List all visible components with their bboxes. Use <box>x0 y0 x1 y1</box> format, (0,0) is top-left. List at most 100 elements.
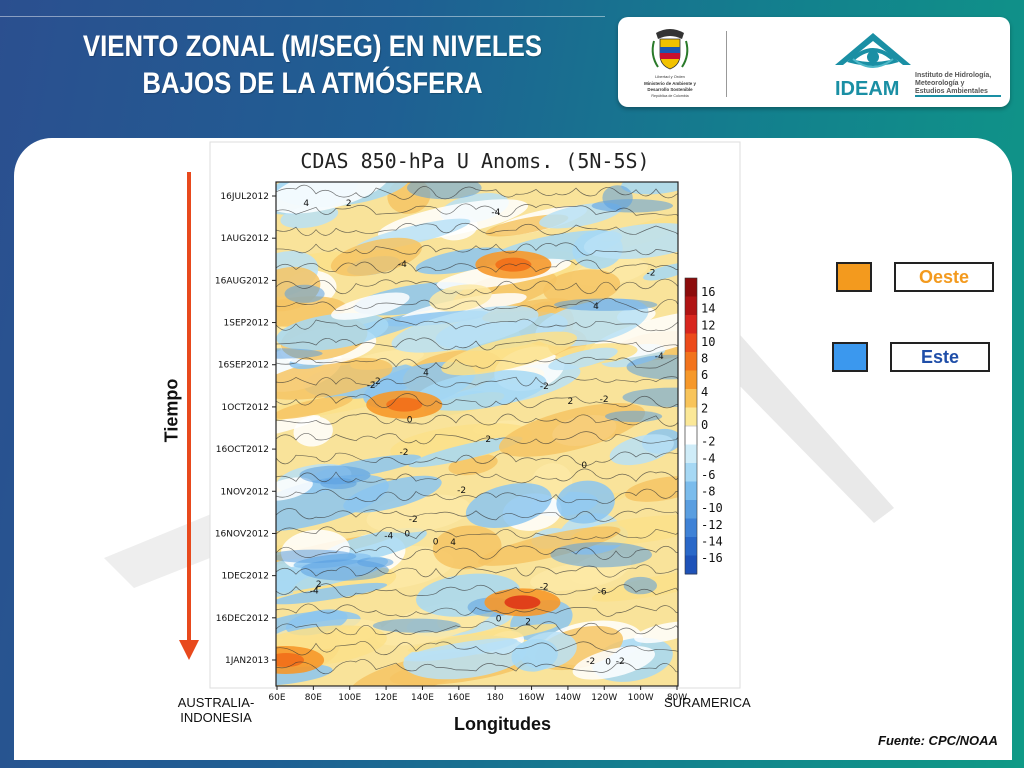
anomaly-blob <box>330 237 422 277</box>
contour-label: 4 <box>450 538 456 548</box>
contour-label: -2 <box>400 448 409 458</box>
longitude-axis-ticks: 60E 80E 100E 120E 140E 160E 180 160W 140W 120W 100… <box>268 686 687 703</box>
contour-label: -2 <box>540 583 549 593</box>
contour-line <box>276 413 678 427</box>
x-tick-label: 60E <box>268 693 285 703</box>
contour-line <box>276 222 678 236</box>
header-divider <box>0 16 605 17</box>
colorbar-cell <box>685 537 697 556</box>
ideam-text-0: Instituto de Hidrología, <box>915 72 991 79</box>
anomaly-blob <box>276 582 388 605</box>
contour-line <box>276 468 678 484</box>
y-tick-label: 1JAN2013 <box>225 656 269 666</box>
colorbar-cell <box>685 407 697 427</box>
contour-label: -2 <box>616 657 625 667</box>
contour-line <box>276 508 678 522</box>
contour-label: 4 <box>593 302 599 312</box>
time-arrow <box>179 172 199 660</box>
logo-divider <box>726 31 727 97</box>
colorbar-label: -8 <box>701 485 715 499</box>
anomaly-blob <box>625 476 678 502</box>
title-line-2: BAJOS DE LA ATMÓSFERA <box>142 67 483 100</box>
contour-line <box>276 393 678 409</box>
feature-core <box>386 397 423 412</box>
contour-label: -2 <box>647 269 656 279</box>
contour-label: 2 <box>346 199 352 209</box>
contour-line <box>276 259 678 274</box>
colorbar-label: -4 <box>701 451 715 465</box>
anomaly-blob <box>276 396 353 419</box>
anomaly-blob <box>391 305 539 353</box>
easterly-blob <box>320 478 357 489</box>
anomaly-blob <box>591 567 678 602</box>
contour-line <box>276 564 678 579</box>
colorbar-label: 12 <box>701 318 715 332</box>
anomaly-blob <box>390 423 532 462</box>
colorbar-label: 4 <box>701 385 708 399</box>
contour-label: 0 <box>581 461 587 471</box>
contour-label: -4 <box>491 208 500 218</box>
ideam-logo: IDEAM Instituto de Hidrología, Meteorolo… <box>835 33 1001 100</box>
colorbar-label: -14 <box>701 534 723 548</box>
colorbar-cell <box>685 333 697 353</box>
contour-line <box>276 356 678 370</box>
ministry-text-2: Desarrollo Sostenible <box>647 87 693 92</box>
x-tick-label: 100E <box>338 693 361 703</box>
x-tick-label: 160E <box>447 693 470 703</box>
contour-line <box>276 297 678 313</box>
y-tick-label: 16NOV2012 <box>215 529 269 539</box>
y-tick-label: 16JUL2012 <box>220 192 269 202</box>
anomaly-blob <box>478 526 621 566</box>
contour-line <box>276 242 678 256</box>
colorbar-label: 2 <box>701 401 708 415</box>
ideam-name: IDEAM <box>835 78 899 100</box>
time-axis-ticks: 16JUL2012 1AUG2012 16AUG2012 1SEP2012 16SEP2… <box>215 192 276 666</box>
contour-line <box>276 337 678 352</box>
colorbar-label: 10 <box>701 335 715 349</box>
contour-line <box>276 545 678 560</box>
x-tick-label: 80E <box>305 693 322 703</box>
colorbar-cell <box>685 481 697 501</box>
colorbar-cell <box>685 444 697 464</box>
colorbar-cell <box>685 518 697 538</box>
contour-line <box>276 278 678 296</box>
contour-label: 2 <box>525 617 531 627</box>
region-right-label: SURAMERICA <box>664 695 751 710</box>
contour-line <box>276 203 678 218</box>
anomaly-blob <box>429 284 492 312</box>
contour-line <box>276 621 678 636</box>
colorbar-label: -10 <box>701 501 723 515</box>
contour-line <box>276 184 678 200</box>
anomaly-blob <box>276 477 313 501</box>
colorbar-label: -16 <box>701 551 723 565</box>
oeste-swatch <box>836 262 872 292</box>
anomaly-blob <box>415 247 509 275</box>
anomaly-blob <box>343 475 442 513</box>
contour-label: 0 <box>605 657 611 667</box>
chart-title: CDAS 850-hPa U Anoms. (5N-5S) <box>300 149 649 173</box>
easterly-blob <box>550 542 652 568</box>
colorbar-label: -6 <box>701 468 715 482</box>
ideam-text-2: Estudios Ambientales <box>915 88 988 95</box>
feature-core <box>504 595 541 610</box>
contour-line <box>276 375 678 388</box>
colorbar-cell <box>685 370 697 390</box>
contour-label: 2 <box>316 580 322 590</box>
colombia-coat-of-arms-logo: Libertad y Orden Ministerio de Ambiente … <box>644 29 696 98</box>
contour-line <box>276 640 678 656</box>
plot-border <box>275 181 679 687</box>
anomaly-blob <box>404 638 518 662</box>
contour-label: -4 <box>655 352 664 362</box>
longitude-axis-label: Longitudes <box>454 714 551 734</box>
y-tick-label: 1AUG2012 <box>221 234 269 244</box>
easterly-blob <box>602 185 633 211</box>
source-note: Fuente: CPC/NOAA <box>878 733 998 748</box>
colorbar: 16 14 12 10 8 6 4 2 0 -2 -4 -6 -8 -10 -12 -14 -16 <box>684 277 723 575</box>
anomaly-blob <box>548 347 618 371</box>
colorbar-label: 0 <box>701 418 708 432</box>
y-tick-label: 16DEC2012 <box>216 614 269 624</box>
easterly-blob <box>622 387 678 407</box>
content-panel: CDAS 850-hPa U Anoms. (5N-5S) 16JUL2012 1… <box>14 138 1012 760</box>
colorbar-label: -12 <box>701 518 723 532</box>
easterly-blob <box>372 618 461 633</box>
